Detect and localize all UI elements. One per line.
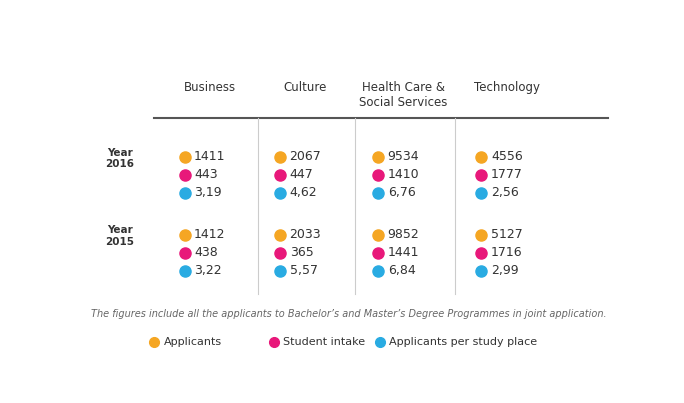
Text: 2067: 2067 [289, 150, 321, 164]
Text: Student intake: Student intake [283, 337, 365, 347]
Text: 4556: 4556 [491, 150, 523, 164]
Text: 1777: 1777 [491, 168, 523, 181]
Text: The figures include all the applicants to Bachelor’s and Master’s Degree Program: The figures include all the applicants t… [91, 309, 607, 319]
Text: 1410: 1410 [388, 168, 419, 181]
Text: 1716: 1716 [491, 246, 523, 259]
Text: Business: Business [184, 81, 236, 94]
Text: 5,57: 5,57 [289, 264, 317, 277]
Text: 2033: 2033 [289, 228, 321, 241]
Text: Year
2015: Year 2015 [105, 225, 135, 247]
Text: 365: 365 [289, 246, 313, 259]
Text: Culture: Culture [284, 81, 327, 94]
Text: Applicants: Applicants [164, 337, 222, 347]
Text: 5127: 5127 [491, 228, 523, 241]
Text: Year
2016: Year 2016 [105, 148, 135, 169]
Text: 1411: 1411 [194, 150, 226, 164]
Text: 438: 438 [194, 246, 218, 259]
Text: 447: 447 [289, 168, 313, 181]
Text: 2,56: 2,56 [491, 187, 518, 199]
Text: 1441: 1441 [388, 246, 419, 259]
Text: 9852: 9852 [388, 228, 419, 241]
Text: 4,62: 4,62 [289, 187, 317, 199]
Text: Applicants per study place: Applicants per study place [389, 337, 538, 347]
Text: 1412: 1412 [194, 228, 226, 241]
Text: Technology: Technology [474, 81, 540, 94]
Text: 443: 443 [194, 168, 218, 181]
Text: 6,76: 6,76 [388, 187, 415, 199]
Text: 2,99: 2,99 [491, 264, 518, 277]
Text: 3,22: 3,22 [194, 264, 222, 277]
Text: 9534: 9534 [388, 150, 419, 164]
Text: 6,84: 6,84 [388, 264, 415, 277]
Text: 3,19: 3,19 [194, 187, 222, 199]
Text: Health Care &
Social Services: Health Care & Social Services [359, 81, 448, 109]
